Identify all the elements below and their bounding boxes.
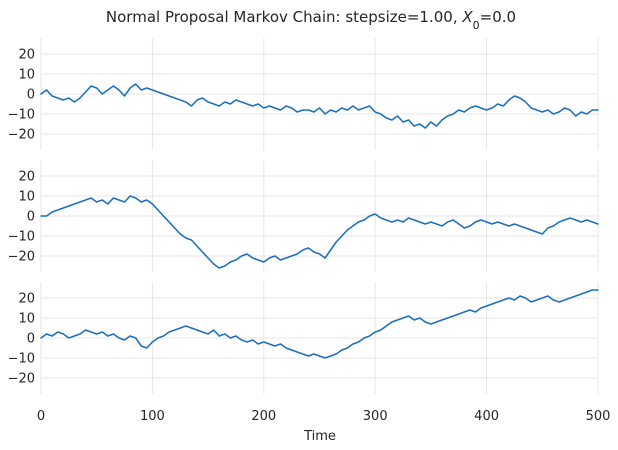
panel-3-ytick-label-0: 20 [18, 292, 35, 307]
panel-2: 20 10 0 −10 −20 [8, 160, 599, 272]
chart-title: Normal Proposal Markov Chain: stepsize=1… [106, 8, 516, 32]
x-tick-label-1: 100 [140, 409, 165, 424]
x-tick-label-0: 0 [37, 409, 45, 424]
panel-1-ytick-label-0: 20 [18, 48, 35, 63]
x-tick-label-4: 400 [474, 409, 499, 424]
panel-2-ytick-label-1: 10 [18, 190, 35, 205]
panel-3-series-line [40, 289, 599, 359]
x-tick-label-3: 300 [363, 409, 388, 424]
panel-2-ytick-label-0: 20 [18, 170, 35, 185]
panel-2-ytick-label-3: −10 [8, 230, 35, 245]
panel-1-ytick-label-3: −10 [8, 108, 35, 123]
panel-1-series-line [40, 83, 599, 129]
x-axis: 0 100 200 300 400 500 [37, 409, 611, 424]
panel-1-ytick-label-1: 10 [18, 68, 35, 83]
panel-3-ytick-label-2: 0 [27, 332, 35, 347]
panel-1-ytick-label-2: 0 [27, 88, 35, 103]
panel-3-ytick-label-1: 10 [18, 312, 35, 327]
x-tick-label-2: 200 [251, 409, 276, 424]
panels-group: 20 10 0 −10 −20 20 10 0 −10 −20 20 10 0 −10 −20 [8, 38, 599, 394]
panel-1: 20 10 0 −10 −20 [8, 38, 599, 150]
panel-1-ytick-label-4: −20 [8, 128, 35, 143]
panel-2-ytick-label-2: 0 [27, 210, 35, 225]
x-axis-label: Time [303, 429, 336, 444]
x-tick-label-5: 500 [586, 409, 611, 424]
panel-3-ytick-label-3: −10 [8, 352, 35, 367]
panel-2-ytick-label-4: −20 [8, 250, 35, 265]
panel-3-ytick-label-4: −20 [8, 372, 35, 387]
panel-2-series-line [40, 195, 599, 269]
panel-3: 20 10 0 −10 −20 [8, 282, 599, 394]
